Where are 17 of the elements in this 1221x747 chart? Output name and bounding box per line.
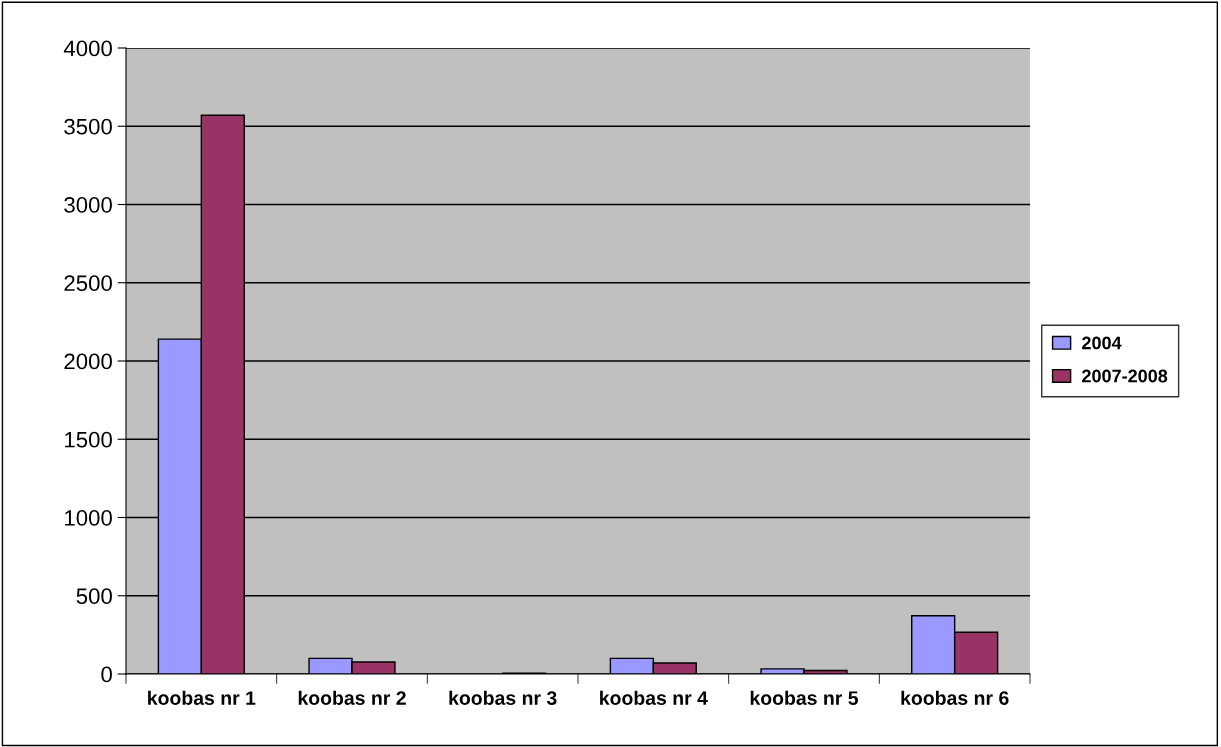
x-tick-label: koobas nr 3 <box>449 690 557 705</box>
y-tick-label: 3000 <box>64 197 112 213</box>
y-tick-label: 1500 <box>65 431 112 448</box>
legend-label: 2004 <box>1082 336 1122 350</box>
y-tick-label: 1000 <box>65 510 112 526</box>
x-tick-label: koobas nr 5 <box>750 690 859 705</box>
legend-label: 2007-2008 <box>1082 369 1168 383</box>
y-tick-label: 3500 <box>64 118 112 135</box>
x-tick-label: koobas nr 2 <box>298 690 406 705</box>
y-tick-label: 0 <box>101 666 112 683</box>
y-tick-label: 4000 <box>63 40 112 57</box>
x-tick-label: koobas nr 4 <box>600 690 708 705</box>
x-tick-label: koobas nr 1 <box>148 690 256 705</box>
y-tick-label: 2000 <box>64 353 112 370</box>
y-tick-label: 2500 <box>64 275 112 292</box>
x-tick-label: koobas nr 6 <box>901 690 1009 705</box>
y-tick-label: 500 <box>76 588 112 605</box>
